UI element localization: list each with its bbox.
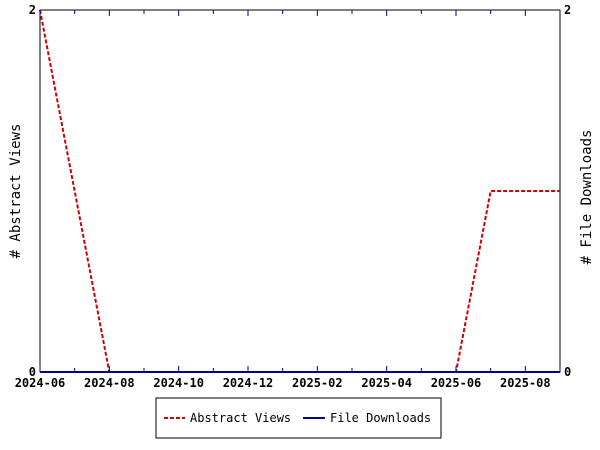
x-tick-label: 2024-06 — [15, 376, 66, 390]
plot-area — [39, 9, 561, 373]
x-tick-label: 2024-10 — [153, 376, 204, 390]
x-tick-label: 2025-06 — [431, 376, 482, 390]
x-tick-label: 2024-08 — [84, 376, 135, 390]
y-right-axis-title: # File Downloads — [579, 130, 595, 265]
axis-layer: 2024-06 2024-08 2024-10 2024-12 2025-02 2025-… — [15, 3, 572, 390]
y-left-axis-title: # Abstract Views — [8, 124, 24, 259]
x-tick-label: 2025-08 — [500, 376, 551, 390]
legend-label-abstract-views: Abstract Views — [190, 411, 291, 425]
legend: Abstract Views File Downloads — [155, 397, 442, 439]
x-tick-label: 2025-02 — [292, 376, 343, 390]
y-left-tick-label: 0 — [29, 365, 36, 379]
y-right-tick-label: 2 — [564, 3, 571, 17]
y-right-tick-label: 0 — [564, 365, 571, 379]
legend-box — [155, 397, 442, 439]
x-tick-label: 2024-12 — [223, 376, 274, 390]
y-left-tick-label: 2 — [29, 3, 36, 17]
x-tick-label: 2025-04 — [361, 376, 412, 390]
legend-label-file-downloads: File Downloads — [330, 411, 431, 425]
